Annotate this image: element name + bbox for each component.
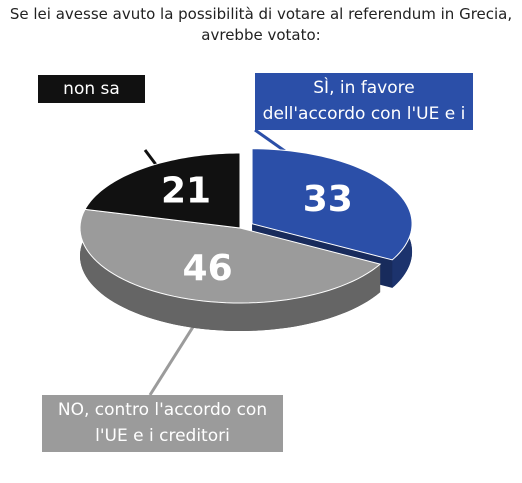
slice xyxy=(251,148,413,261)
slice xyxy=(84,152,241,229)
slice-label: SÌ, in favore dell'accordo con l'UE e i … xyxy=(255,73,473,150)
value-label: 33 xyxy=(303,179,353,220)
value-label: 46 xyxy=(183,248,233,289)
slice-label: non sa xyxy=(38,75,145,103)
chart-title: Se lei avesse avuto la possibilità di vo… xyxy=(9,5,513,44)
slice-side xyxy=(80,209,381,331)
slice-label: NO, contro l'accordo con l'UE e i credit… xyxy=(42,395,283,452)
slice xyxy=(79,208,382,304)
value-label: 21 xyxy=(161,170,211,211)
